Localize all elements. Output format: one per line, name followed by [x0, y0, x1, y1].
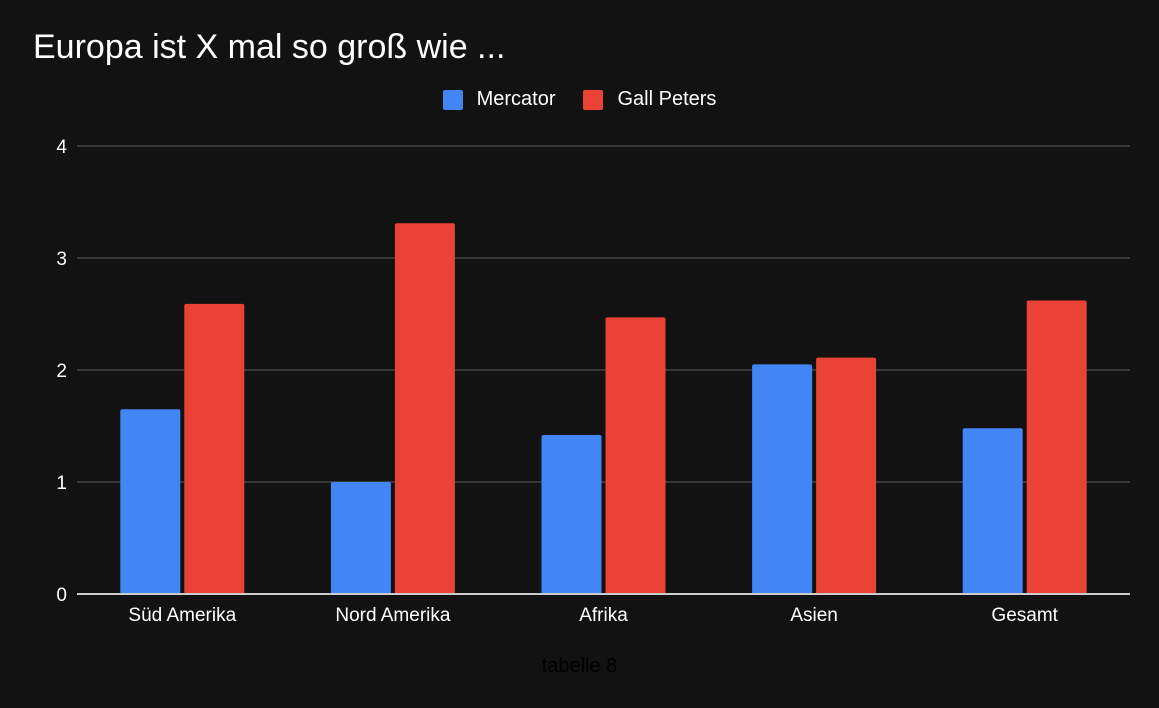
x-tick-label: Nord Amerika — [335, 605, 451, 626]
y-tick-label: 2 — [56, 361, 67, 382]
x-tick-label: Gesamt — [991, 605, 1058, 626]
bar-mercator — [541, 434, 602, 594]
y-tick-label: 1 — [56, 473, 67, 494]
chart-title: Europa ist X mal so groß wie ... — [33, 28, 506, 66]
legend-label-mercator: Mercator — [476, 88, 556, 110]
x-axis-title: tabelle 8 — [541, 655, 618, 677]
bar-mercator — [962, 428, 1023, 594]
legend-swatch-mercator — [442, 89, 463, 110]
bar-mercator — [120, 409, 181, 594]
x-tick-label: Asien — [790, 605, 838, 626]
bar-mercator — [752, 364, 813, 594]
bar-gall-peters — [394, 223, 455, 594]
legend-label-gall-peters: Gall Peters — [617, 88, 717, 110]
legend-item-mercator[interactable]: Mercator — [442, 88, 556, 111]
bar-gall-peters — [816, 357, 877, 594]
bar-gall-peters — [184, 303, 245, 594]
legend: Mercator Gall Peters — [0, 88, 1159, 111]
bar-gall-peters — [605, 317, 666, 594]
x-tick-label: Süd Amerika — [128, 605, 236, 626]
y-tick-label: 0 — [56, 585, 67, 606]
bar-gall-peters — [1026, 300, 1087, 594]
legend-item-gall-peters[interactable]: Gall Peters — [583, 88, 716, 111]
x-tick-label: Afrika — [579, 605, 628, 626]
y-tick-label: 4 — [56, 137, 67, 158]
y-tick-label: 3 — [56, 249, 67, 270]
legend-swatch-gall-peters — [583, 89, 604, 110]
bar-mercator — [330, 482, 391, 594]
